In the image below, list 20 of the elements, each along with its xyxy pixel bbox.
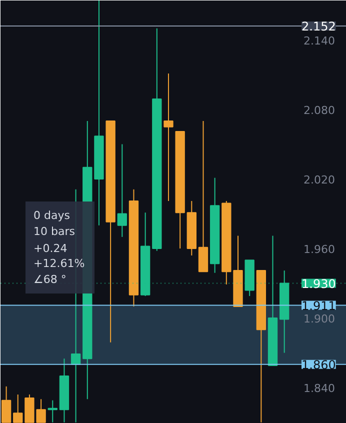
annotation: 10 bars [34,225,76,238]
ref-line-label: 1.860 [302,358,336,372]
ref-line-label: 1.911 [302,298,336,313]
candlestick [1,386,12,423]
annotation: +0.24 [34,242,68,255]
y-tick-label: 2.140 [304,34,335,48]
y-tick-label: 1.900 [304,312,335,326]
ref-line-label: 1.930 [302,276,336,291]
candlestick [117,144,127,238]
candlestick [48,400,58,423]
candlestick [164,73,174,202]
y-tick-label: 2.080 [304,104,335,117]
candlestick [13,394,23,423]
annotation: ∠68 ° [34,273,66,286]
y-tick-label: 2.020 [304,173,335,186]
y-tick-label: 1.960 [304,243,335,256]
ref-line-label: 2.152 [302,19,336,34]
annotation: 0 days [34,209,70,222]
annotation: +12.61% [34,257,85,270]
y-tick-label: 1.840 [304,382,335,396]
